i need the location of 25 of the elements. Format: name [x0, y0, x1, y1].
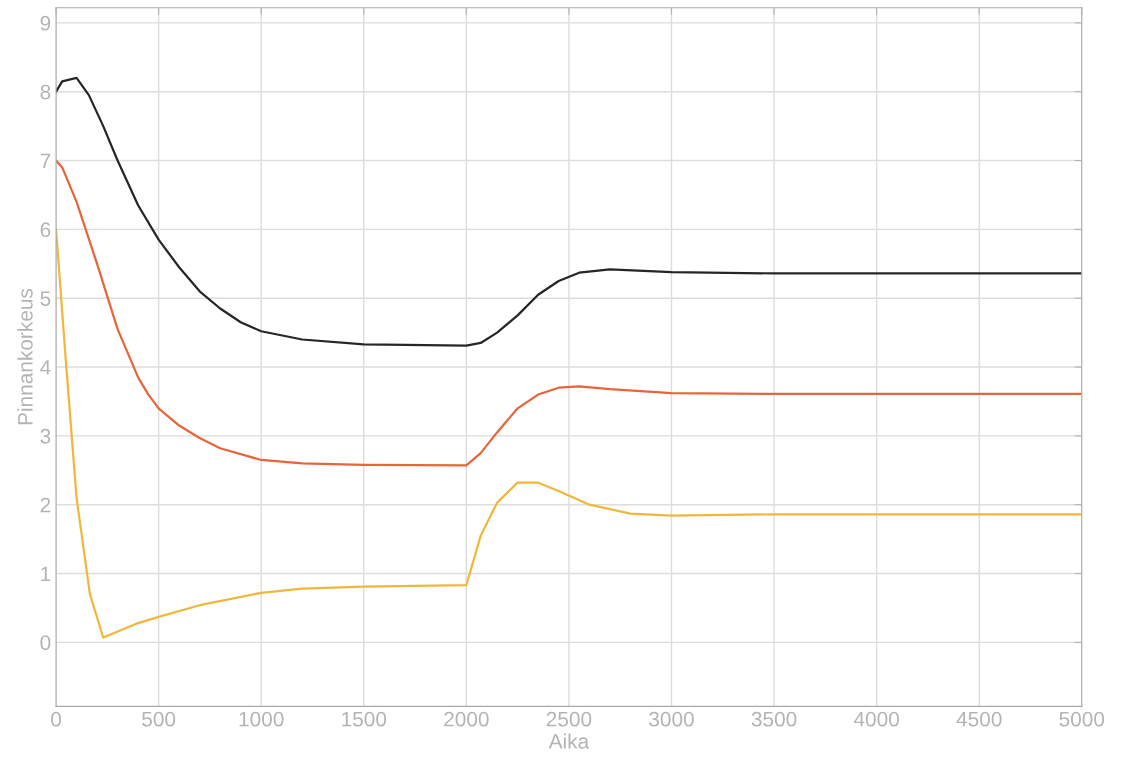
y-tick-label: 0	[40, 635, 51, 651]
y-tick-label: 2	[40, 497, 51, 513]
x-axis-title: Aika	[548, 733, 590, 749]
x-tick-label: 5000	[1059, 711, 1105, 727]
x-tick-label: 500	[142, 711, 176, 727]
x-tick-label: 3500	[751, 711, 797, 727]
x-tick-label: 4500	[956, 711, 1002, 727]
y-tick-label: 9	[40, 15, 51, 31]
line-series	[56, 159, 1082, 467]
x-tick-label: 3000	[649, 711, 694, 727]
y-tick-label: 6	[40, 222, 51, 238]
y-tick-label: 5	[40, 291, 51, 306]
y-tick-label: 4	[40, 360, 51, 375]
y-tick-label: 1	[41, 566, 51, 582]
x-tick-label: 1500	[342, 711, 387, 727]
y-tick-label: 7	[40, 153, 51, 169]
line-series	[56, 76, 1082, 347]
y-tick-label: 3	[40, 428, 51, 444]
x-tick-label: 4000	[853, 711, 899, 727]
x-tick-label: 1000	[239, 711, 284, 727]
x-tick-label: 2000	[444, 711, 489, 727]
y-tick-label: 8	[40, 84, 51, 100]
x-tick-label: 2500	[546, 711, 592, 727]
x-tick-label: 0	[51, 711, 62, 727]
y-axis-title: Pinnankorkeus	[17, 288, 33, 425]
